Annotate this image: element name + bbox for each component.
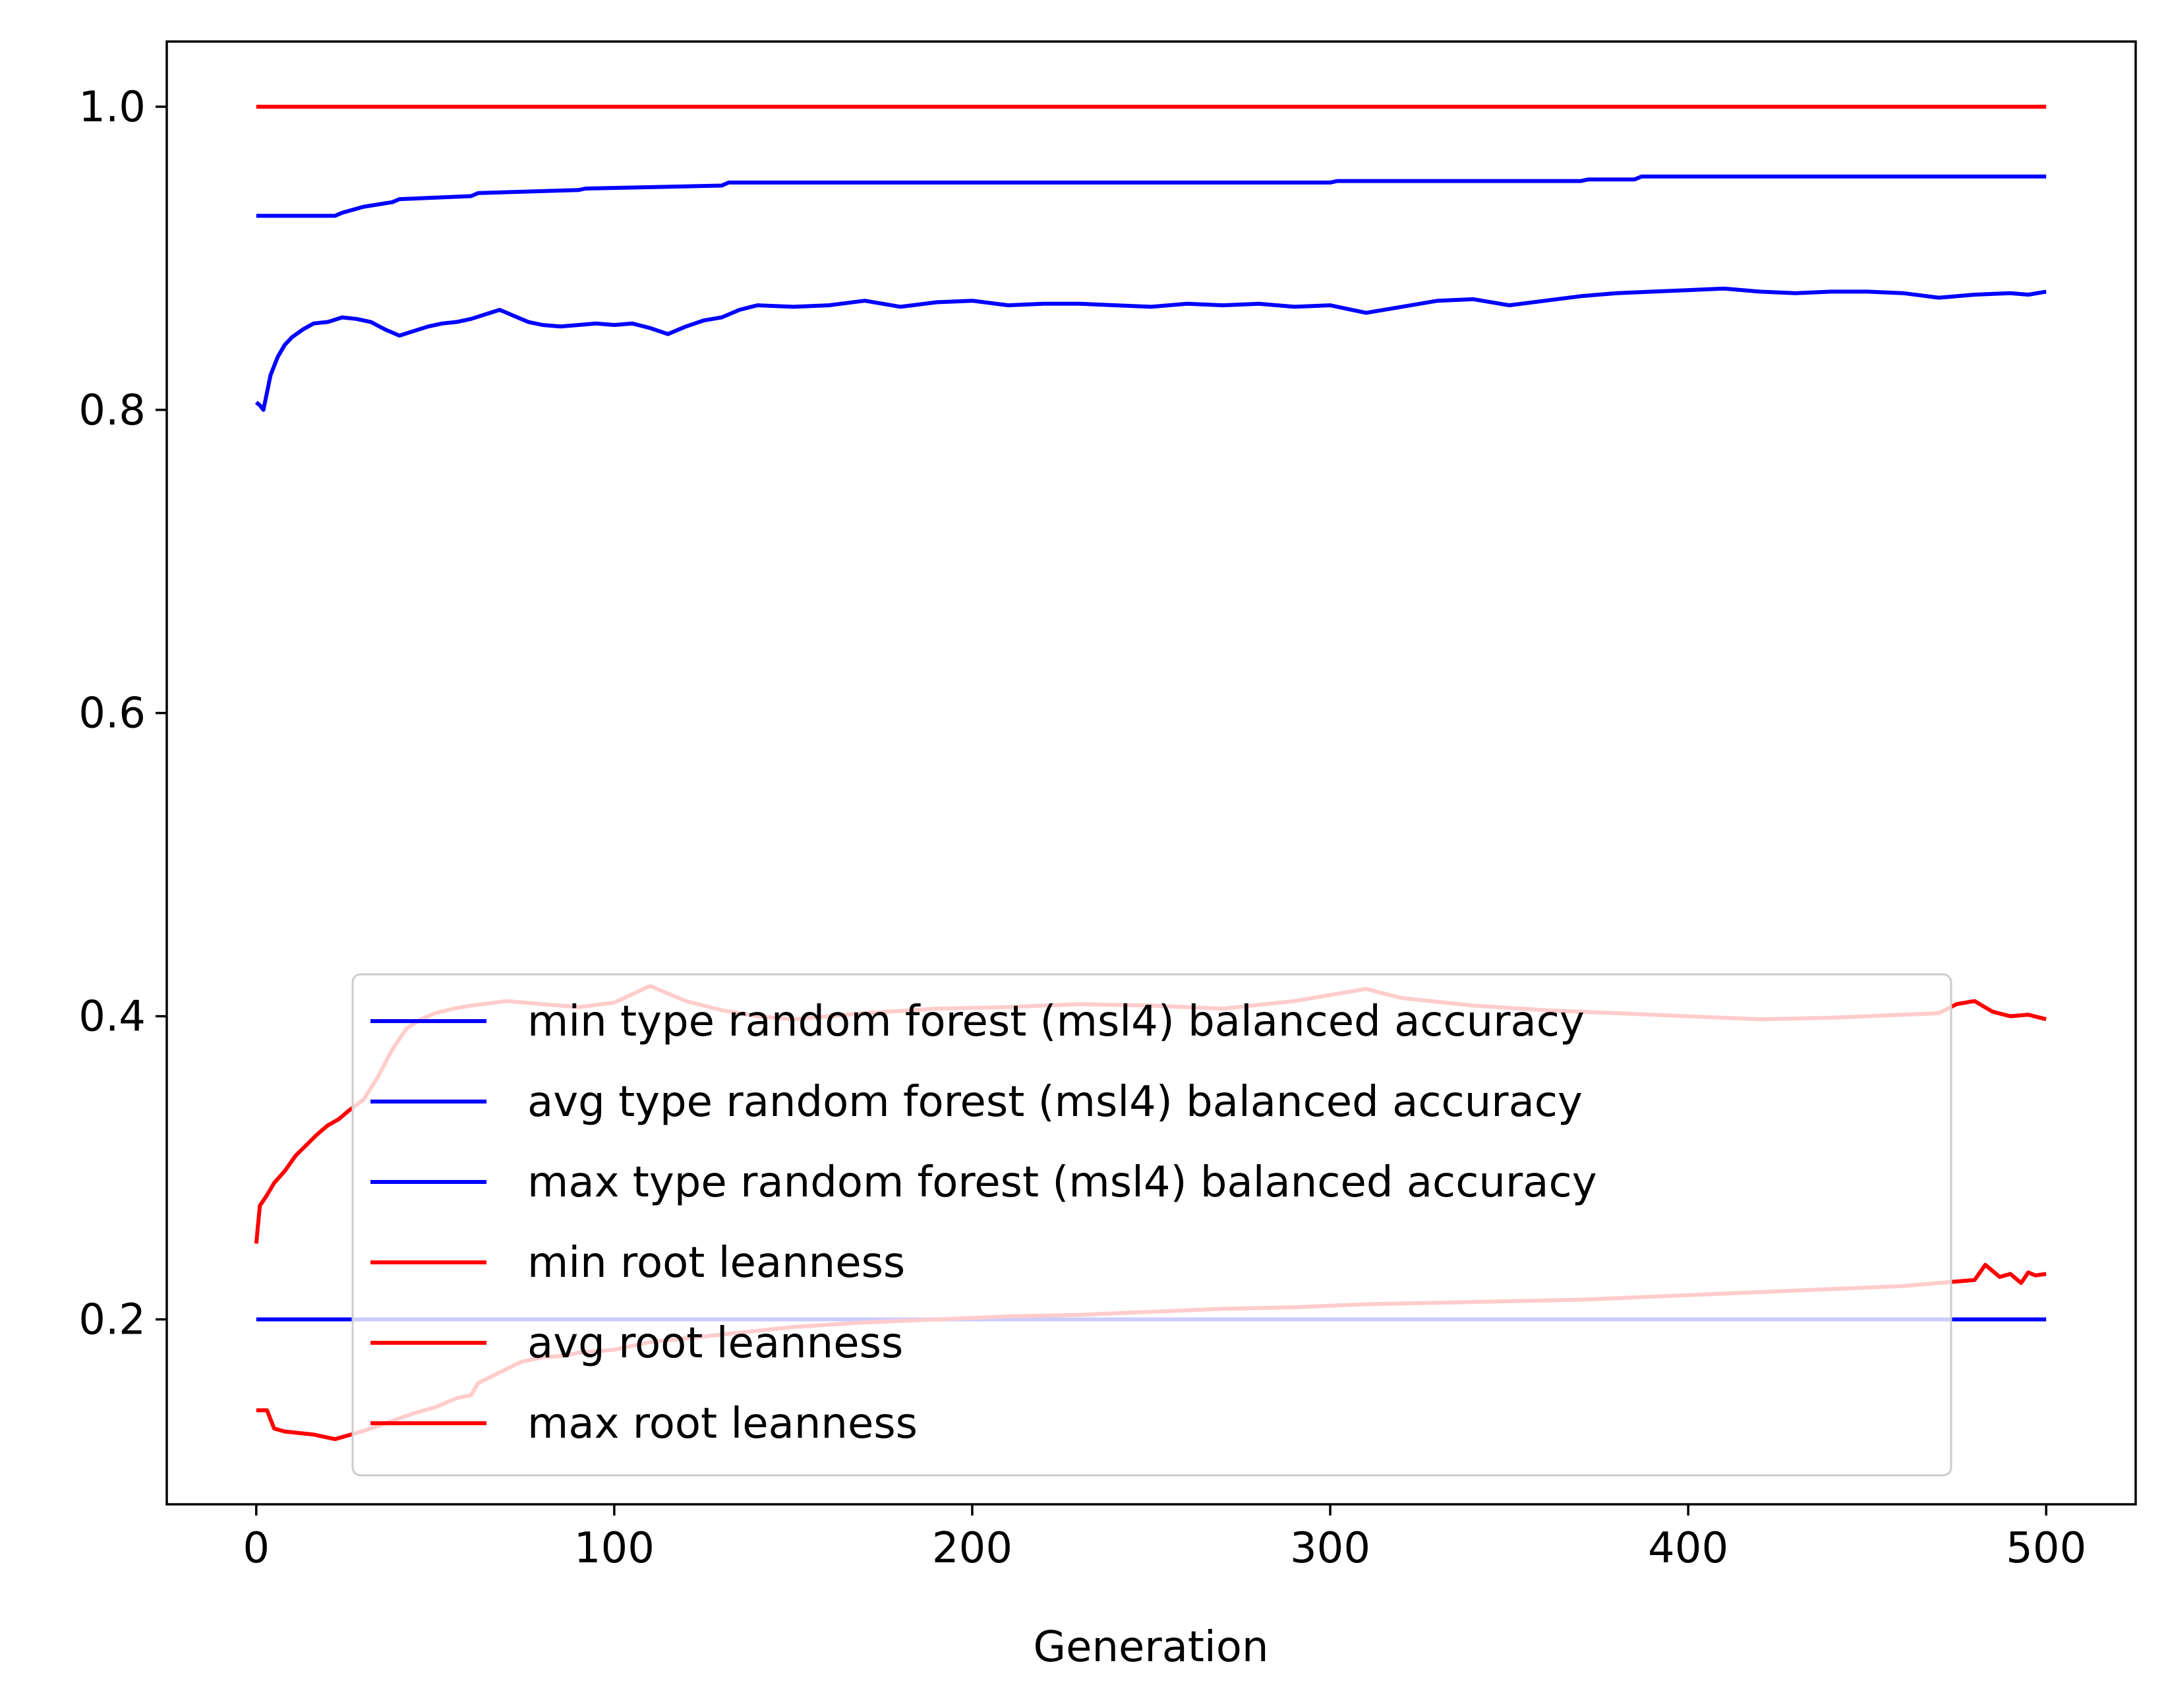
legend-label: max root leanness — [527, 1399, 918, 1448]
x-tick-label: 300 — [1290, 1524, 1370, 1573]
y-tick-label: 0.6 — [78, 690, 146, 738]
legend-box — [351, 973, 1952, 1477]
y-tick-label: 0.4 — [78, 993, 146, 1042]
legend-label: max type random forest (msl4) balanced a… — [527, 1158, 1597, 1207]
legend-label: min type random forest (msl4) balanced a… — [527, 997, 1585, 1046]
x-tick-label: 0 — [243, 1524, 270, 1573]
legend-label: avg type random forest (msl4) balanced a… — [527, 1078, 1583, 1127]
y-axis: 0.2 0.4 0.6 0.8 1.0 — [78, 83, 167, 1344]
series-line-3 — [256, 174, 2047, 218]
x-tick-label: 100 — [574, 1524, 655, 1573]
y-tick-label: 1.0 — [78, 83, 146, 132]
legend-label: min root leanness — [527, 1239, 905, 1287]
y-tick-label: 0.2 — [78, 1295, 146, 1344]
x-axis-title: Generation — [1033, 1623, 1268, 1672]
x-axis: 0 100 200 300 400 500 — [243, 1504, 2086, 1573]
x-tick-label: 400 — [1648, 1524, 1728, 1573]
legend-label: avg root leanness — [527, 1319, 903, 1368]
plot-area-frame — [165, 40, 2137, 1506]
legend-entries: min type random forest (msl4) balanced a… — [370, 997, 1597, 1448]
series-line-2 — [254, 286, 2047, 412]
x-tick-label: 500 — [2006, 1524, 2086, 1573]
x-tick-label: 200 — [932, 1524, 1012, 1573]
y-tick-label: 0.8 — [78, 386, 146, 435]
legend: min type random forest (msl4) balanced a… — [351, 973, 1952, 1477]
